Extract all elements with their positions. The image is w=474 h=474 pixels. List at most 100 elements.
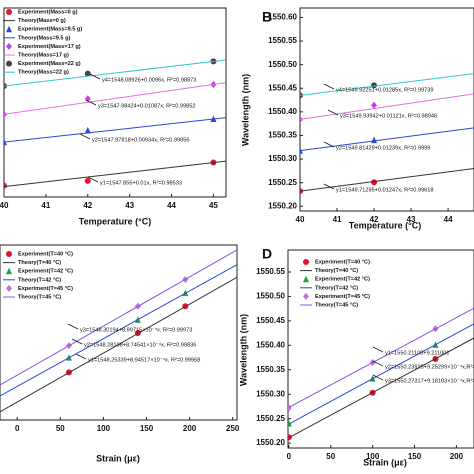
theory-line	[300, 127, 474, 152]
legend-label: Theory(T=42 °C)	[315, 285, 358, 291]
y-axis-label: Wavelength (nm)	[238, 314, 248, 386]
annotation-arrow	[372, 360, 384, 367]
annotation: y3=1549.93942+0.01121x, R²=0.98946	[340, 113, 437, 119]
legend-marker	[6, 25, 12, 33]
panel-label: D	[262, 246, 272, 262]
legend-label: Experiment(Mass=0 g)	[18, 9, 78, 15]
x-tick-label: 43	[407, 215, 416, 224]
x-tick-label: 100	[97, 424, 111, 433]
x-tick-label: 41	[41, 201, 50, 210]
x-axis-label: Strain (με)	[363, 457, 407, 467]
y-tick-label: 1550.40	[268, 107, 297, 116]
legend-marker	[6, 251, 12, 257]
x-tick-label: 200	[183, 424, 197, 433]
plot-frame	[287, 249, 474, 449]
x-tick-label: 40	[296, 215, 305, 224]
annotation-arrow	[323, 141, 335, 148]
annotation: y2=1548.28108+8.74541×10⁻⁴x, R²=0.99836	[84, 341, 196, 348]
y-tick-label: 1550.35	[268, 131, 297, 140]
annotation-arrow	[372, 346, 384, 353]
plot-area	[288, 307, 474, 441]
data-point	[371, 136, 378, 144]
data-point	[288, 404, 292, 412]
x-tick-label: 44	[444, 215, 453, 224]
y-tick-label: 1550.40	[256, 340, 285, 349]
legend-label: Experiment(T=40 °C)	[315, 259, 370, 265]
legend-label: Experiment(Mass=22 g)	[18, 61, 81, 67]
legend-label: Theory(T=42 °C)	[18, 277, 61, 283]
legend-label: Theory(Mass=22 g)	[18, 70, 69, 76]
annotation: y2=1547.97818+0.00934x, R²=0.99856	[92, 137, 190, 143]
plot-area	[300, 73, 474, 195]
x-axis-label: Temperature (°C)	[349, 220, 421, 230]
theory-line	[4, 59, 226, 87]
legend-label: Theory(T=40 °C)	[18, 260, 61, 266]
legend-marker	[6, 284, 12, 292]
legend-label: Experiment(T=45 °C)	[315, 294, 370, 300]
legend-marker	[303, 292, 309, 300]
legend-label: Theory(Mass=17 g)	[18, 52, 69, 58]
theory-line	[300, 168, 474, 192]
annotation-arrow	[327, 109, 339, 116]
theory-line	[0, 249, 237, 386]
x-tick-label: 50	[56, 424, 65, 433]
data-point	[84, 177, 91, 184]
legend-label: Experiment(Mass=9.5 g)	[18, 27, 82, 33]
y-tick-label: 1550.35	[256, 365, 285, 374]
legend-label: Experiment(T=45 °C)	[18, 286, 73, 292]
annotation: y4=1549.92251+0.01285x, R²=0.99739	[336, 87, 434, 93]
x-tick-label: 50	[326, 452, 335, 461]
x-tick-label: 40	[0, 201, 9, 210]
annotation: y2=1549.81429+0.01239x, R²=0.9999	[336, 145, 430, 151]
legend-marker	[6, 9, 12, 15]
annotation: y1=1548.25339+8.94517×10⁻⁴x, R²=0.99968	[88, 356, 200, 363]
data-point	[371, 101, 378, 109]
y-tick-label: 1550.25	[256, 414, 285, 423]
annotation-arrow	[323, 183, 335, 190]
legend-label: Theory(Mass=0 g)	[18, 18, 66, 24]
annotation: y3=1550.27317+9.18103×10⁻⁴x,R²=0.99962	[385, 377, 474, 384]
annotation: y1=1549.71295+0.01247x, R²=0.99618	[336, 187, 434, 193]
plot-frame	[299, 7, 474, 212]
x-tick-label: 200	[450, 452, 464, 461]
annotation-arrow	[67, 323, 79, 330]
annotation: y2=1550.23925+9.25299×10⁻⁴x,R²=0.9993	[385, 363, 474, 370]
data-point	[4, 182, 7, 189]
x-tick-label: 41	[333, 215, 342, 224]
y-tick-label: 1550.60	[268, 13, 297, 22]
theory-line	[288, 307, 474, 408]
y-tick-label: 1550.45	[268, 83, 297, 92]
x-tick-label: 42	[370, 215, 379, 224]
y-tick-label: 1550.30	[256, 389, 285, 398]
data-point	[371, 82, 378, 89]
annotation-arrow	[372, 374, 384, 381]
annotation-arrow	[87, 176, 99, 183]
legend-marker	[6, 42, 12, 50]
annotation: y1=1550.21108+9.211001	[385, 350, 450, 356]
x-tick-label: 100	[366, 452, 380, 461]
theory-line	[288, 337, 474, 439]
y-tick-label: 1550.50	[256, 292, 285, 301]
y-tick-label: 1550.25	[268, 178, 297, 187]
legend-label: Theory(Mass=9.5 g)	[18, 35, 71, 41]
annotation: y4=1548.08926+0.0096x, R²=0.98873	[102, 77, 196, 83]
x-tick-label: 150	[140, 424, 154, 433]
annotation: y3=1548.30194+8.99715×10⁻⁴x, R²=0.99973	[80, 326, 192, 333]
legend-label: Experiment(T=40 °C)	[18, 251, 73, 257]
x-tick-label: 250	[226, 424, 240, 433]
theory-line	[4, 117, 226, 143]
theory-line	[288, 323, 474, 425]
x-axis-label: Temperature (°C)	[79, 216, 151, 226]
y-axis-label: Wavelength (nm)	[240, 74, 250, 146]
x-tick-label: 0	[287, 452, 292, 461]
annotation: y1=1547.855+0.01x, R²=0.98533	[100, 180, 182, 186]
annotation-arrow	[85, 99, 97, 106]
theory-line	[4, 82, 226, 115]
plot-frame	[0, 244, 238, 421]
y-tick-label: 1550.30	[268, 154, 297, 163]
theory-line	[4, 160, 226, 188]
legend-label: Theory(T=45 °C)	[315, 302, 358, 308]
y-tick-label: 1550.45	[256, 316, 285, 325]
x-tick-label: 44	[167, 201, 176, 210]
